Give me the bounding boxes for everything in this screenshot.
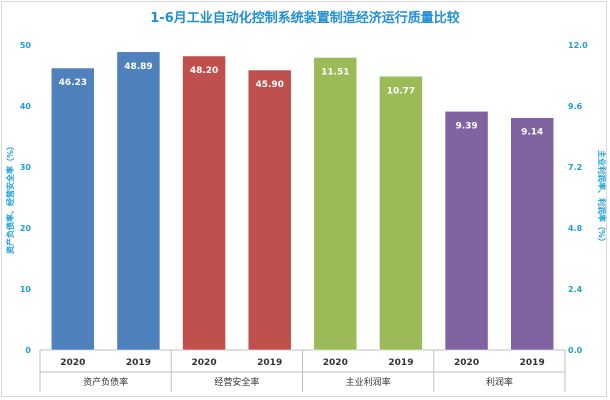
y-left-tick-label: 30	[20, 163, 32, 172]
y-right-tick-label: 9.6	[568, 102, 583, 111]
bar	[247, 69, 292, 351]
bar	[51, 67, 95, 351]
y-right-tick-label: 0.0	[568, 346, 583, 355]
x-tick-label: 2019	[520, 358, 545, 368]
x-group-label: 利润率	[486, 376, 513, 388]
bar	[510, 117, 554, 351]
y-left-tick-label: 40	[20, 102, 32, 111]
x-tick-label: 2020	[323, 358, 348, 368]
bar-value-label: 9.39	[455, 121, 477, 131]
bar-value-label: 45.90	[255, 80, 283, 90]
x-group-label: 资产负债率	[83, 376, 128, 388]
bar-value-label: 11.51	[321, 67, 349, 77]
bar-value-label: 9.14	[521, 128, 543, 138]
x-tick-label: 2020	[454, 358, 479, 368]
x-tick-label: 2020	[60, 358, 85, 368]
bar	[379, 76, 423, 351]
y-left-axis-title: 资产负债率、经营安全率（%）	[5, 142, 15, 254]
y-left-tick-label: 20	[20, 224, 32, 233]
y-right-tick-label: 12.0	[568, 41, 588, 50]
y-right-tick-label: 4.8	[568, 224, 583, 233]
chart-title: 1-6月工业自动化控制系统装置制造经济运行质量比较	[150, 10, 460, 26]
bar	[313, 57, 358, 351]
y-right-axis-title: 主业利润率、利润率（%）	[597, 150, 607, 246]
y-right-tick-label: 7.2	[568, 163, 582, 172]
bar	[182, 55, 226, 351]
bar-value-label: 46.23	[59, 78, 87, 88]
y-left-tick-label: 10	[20, 285, 32, 294]
x-tick-label: 2019	[257, 358, 282, 368]
x-tick-label: 2020	[192, 358, 217, 368]
bar	[116, 51, 161, 351]
x-group-label: 主业利润率	[346, 376, 391, 388]
y-left-tick-label: 0	[25, 346, 31, 355]
x-group-label: 经营安全率	[214, 376, 259, 388]
bar	[444, 111, 489, 351]
y-left-tick-label: 50	[20, 41, 32, 50]
x-tick-label: 2019	[388, 358, 413, 368]
bar-value-label: 10.77	[387, 86, 415, 96]
x-tick-label: 2019	[126, 358, 151, 368]
bar-value-label: 48.89	[124, 62, 152, 72]
y-right-tick-label: 2.4	[568, 285, 583, 294]
bar-value-label: 48.20	[190, 66, 218, 76]
